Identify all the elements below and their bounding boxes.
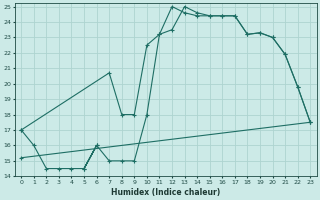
X-axis label: Humidex (Indice chaleur): Humidex (Indice chaleur) — [111, 188, 220, 197]
